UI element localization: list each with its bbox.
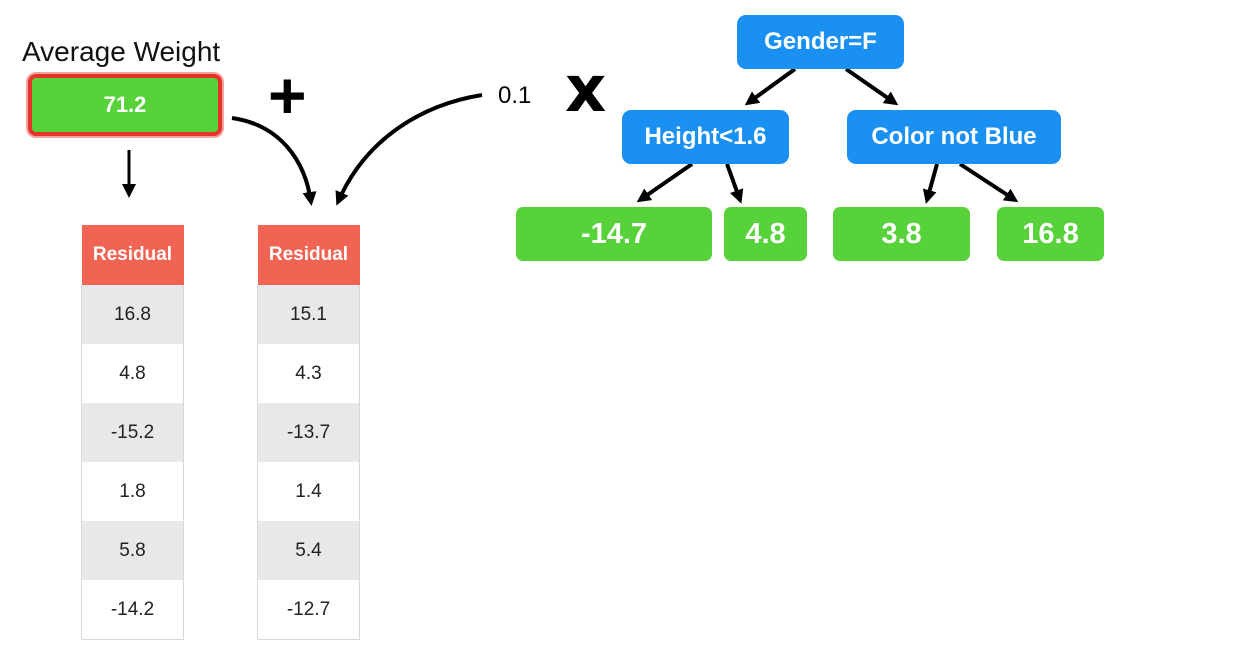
arrow-left-to-leaf2 <box>725 163 744 204</box>
table-cell: 16.8 <box>81 285 184 344</box>
table-cell: -13.7 <box>257 403 360 462</box>
arrow-right-to-leaf4 <box>958 162 1019 203</box>
table-cell: 5.4 <box>257 521 360 580</box>
arrow-tree-to-right-table <box>335 93 483 206</box>
average-weight-label: Average Weight <box>22 36 221 67</box>
arrow-right-to-leaf3 <box>922 163 939 204</box>
table-cell: -15.2 <box>81 403 184 462</box>
tree-root-node: Gender=F <box>737 15 904 69</box>
residual-table-left: Residual 16.8 4.8 -15.2 1.8 5.8 -14.2 <box>81 225 184 640</box>
multiply-sign: x <box>565 53 607 127</box>
table-cell: 1.8 <box>81 462 184 521</box>
arrow-left-to-leaf1 <box>636 162 694 203</box>
table-cell: 4.8 <box>81 344 184 403</box>
table-cell: 5.8 <box>81 521 184 580</box>
table-cell: -14.2 <box>81 580 184 640</box>
tree-leaf-4: 16.8 <box>997 207 1104 261</box>
arrow-root-to-left <box>744 67 797 106</box>
tree-leaf-2: 4.8 <box>724 207 807 261</box>
learning-rate: 0.1 <box>498 82 532 109</box>
residual-table-right: Residual 15.1 4.3 -13.7 1.4 5.4 -12.7 <box>257 225 360 640</box>
table-cell: 4.3 <box>257 344 360 403</box>
tree-right-split-node: Color not Blue <box>847 110 1061 164</box>
table-cell: 1.4 <box>257 462 360 521</box>
table-cell: 15.1 <box>257 285 360 344</box>
average-weight-value: 71.2 <box>28 74 222 136</box>
tree-left-split-node: Height<1.6 <box>622 110 789 164</box>
arrow-root-to-right <box>844 67 899 106</box>
table-cell: -12.7 <box>257 580 360 640</box>
arrow-avg-to-right-table <box>231 116 317 206</box>
table-header: Residual <box>81 225 184 285</box>
table-header: Residual <box>257 225 360 285</box>
tree-leaf-1: -14.7 <box>516 207 712 261</box>
plus-sign: + <box>268 58 307 132</box>
tree-leaf-3: 3.8 <box>833 207 970 261</box>
